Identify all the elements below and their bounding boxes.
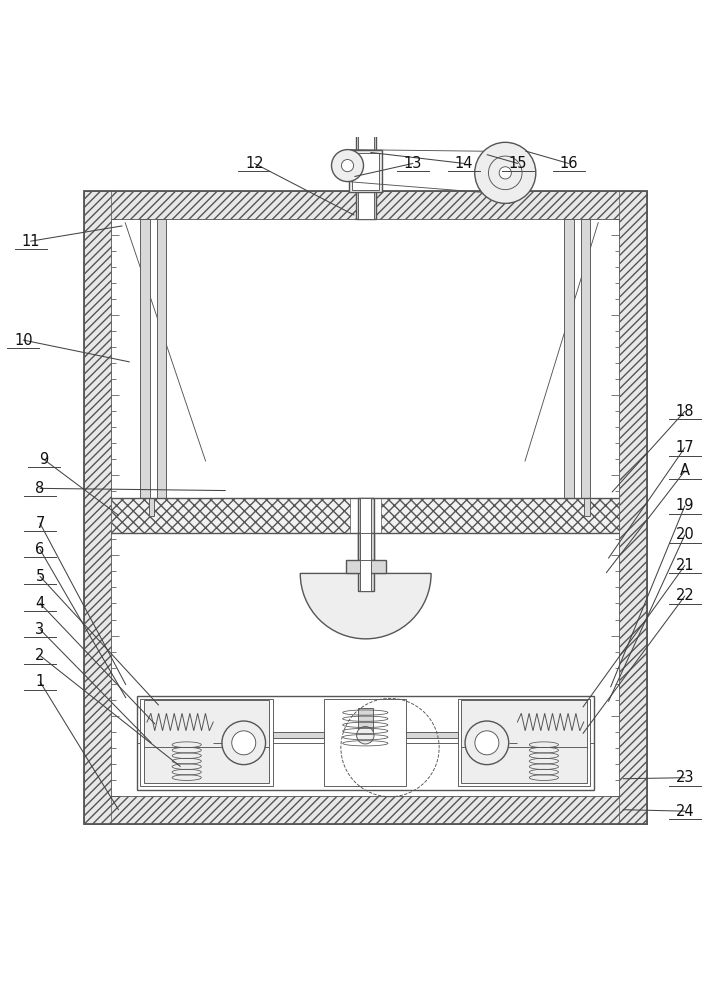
Polygon shape <box>352 153 379 190</box>
Polygon shape <box>140 219 150 498</box>
Circle shape <box>332 150 364 182</box>
Circle shape <box>342 160 353 172</box>
Text: 9: 9 <box>39 452 48 467</box>
Polygon shape <box>358 498 374 591</box>
Circle shape <box>222 721 265 765</box>
Polygon shape <box>619 191 647 824</box>
Polygon shape <box>349 150 382 192</box>
Polygon shape <box>360 533 371 560</box>
Text: 1: 1 <box>36 674 44 689</box>
Text: 19: 19 <box>675 498 694 513</box>
Text: 18: 18 <box>675 404 694 419</box>
Polygon shape <box>148 498 154 516</box>
Polygon shape <box>356 129 376 219</box>
Polygon shape <box>564 219 574 498</box>
Text: 21: 21 <box>675 558 694 573</box>
Polygon shape <box>144 700 269 748</box>
Text: 15: 15 <box>508 156 527 171</box>
Text: 2: 2 <box>36 648 44 663</box>
Wedge shape <box>300 573 431 639</box>
Polygon shape <box>502 195 509 203</box>
Polygon shape <box>581 219 590 498</box>
Polygon shape <box>462 747 587 783</box>
Text: 11: 11 <box>21 234 40 249</box>
Polygon shape <box>406 732 458 738</box>
Polygon shape <box>140 699 273 786</box>
Polygon shape <box>360 498 371 591</box>
Circle shape <box>489 156 522 190</box>
Polygon shape <box>137 696 594 790</box>
Circle shape <box>499 167 511 179</box>
Circle shape <box>475 142 536 203</box>
Text: 12: 12 <box>245 156 264 171</box>
Polygon shape <box>84 191 647 219</box>
Text: 24: 24 <box>675 804 694 819</box>
Polygon shape <box>491 190 520 197</box>
Polygon shape <box>324 699 406 786</box>
Polygon shape <box>157 219 166 498</box>
Text: 20: 20 <box>675 527 694 542</box>
Circle shape <box>475 731 499 755</box>
Polygon shape <box>381 498 619 533</box>
Circle shape <box>465 721 509 765</box>
Polygon shape <box>111 219 619 796</box>
Polygon shape <box>358 533 374 560</box>
Text: 13: 13 <box>403 156 422 171</box>
Polygon shape <box>584 498 590 516</box>
Polygon shape <box>84 191 111 824</box>
Polygon shape <box>273 732 324 738</box>
Polygon shape <box>84 796 647 824</box>
Text: 8: 8 <box>36 481 44 496</box>
Text: 6: 6 <box>36 542 44 557</box>
Text: 5: 5 <box>36 569 44 584</box>
Polygon shape <box>111 498 350 533</box>
Polygon shape <box>458 699 590 786</box>
Text: 22: 22 <box>675 588 694 603</box>
Polygon shape <box>144 747 269 783</box>
Text: 3: 3 <box>36 622 44 637</box>
Polygon shape <box>358 708 373 731</box>
Text: 17: 17 <box>675 440 694 455</box>
Polygon shape <box>462 700 587 748</box>
Text: 23: 23 <box>675 770 694 785</box>
Polygon shape <box>358 129 374 219</box>
Circle shape <box>232 731 256 755</box>
Text: 16: 16 <box>559 156 578 171</box>
Text: 4: 4 <box>36 596 44 611</box>
Text: 14: 14 <box>454 156 473 171</box>
Text: A: A <box>680 463 690 478</box>
Polygon shape <box>345 560 385 573</box>
Text: 10: 10 <box>14 333 33 348</box>
Text: 7: 7 <box>36 516 44 531</box>
Circle shape <box>356 727 374 744</box>
